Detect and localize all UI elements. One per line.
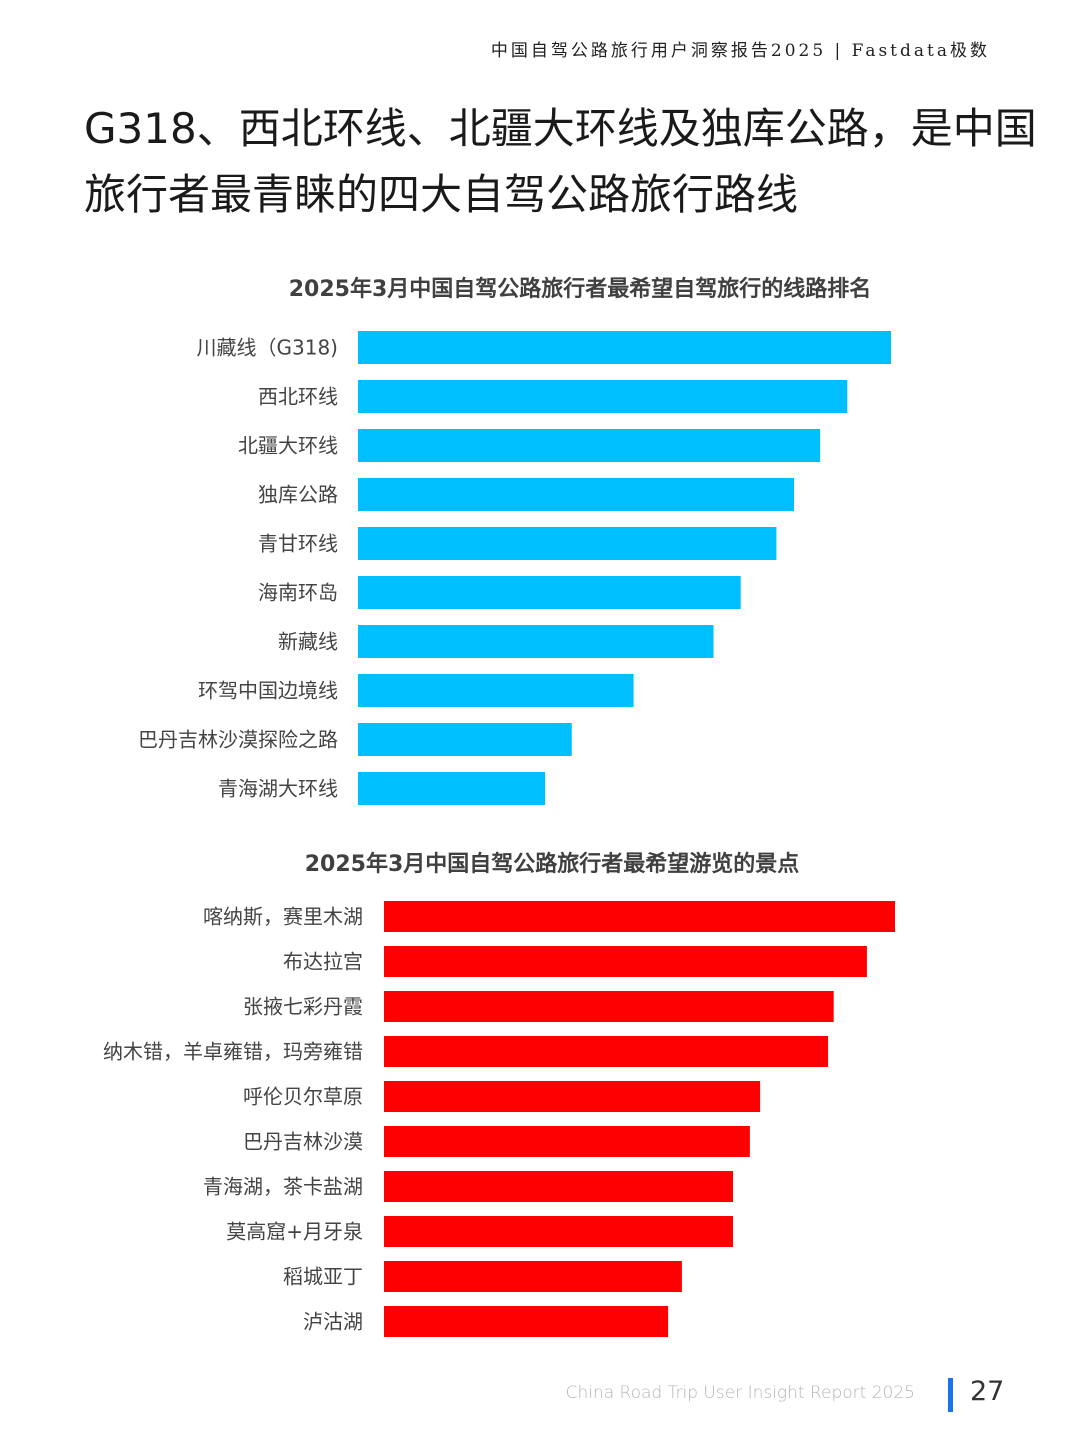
category-label-1: 川藏线（G318) — [197, 336, 338, 360]
page-heading: G318、西北环线、北疆大环线及独库公路，是中国 旅行者最青睐的四大自驾公路旅行… — [84, 96, 1037, 228]
bar-8 — [358, 674, 634, 707]
category-label-6: 海南环岛 — [258, 581, 338, 605]
bar-9 — [358, 723, 572, 756]
category-label-7: 新藏线 — [278, 630, 338, 654]
category-label-4: 纳木错，羊卓雍错，玛旁雍错 — [103, 1040, 363, 1064]
category-label-6: 巴丹吉林沙漠 — [243, 1130, 363, 1154]
category-label-10: 泸沽湖 — [303, 1310, 363, 1334]
bar-9 — [384, 1261, 682, 1292]
bar-2 — [358, 380, 848, 413]
category-label-2: 布达拉宫 — [283, 950, 363, 974]
bar-3 — [358, 429, 821, 462]
bar-1 — [384, 901, 895, 932]
page-heading-line-1: G318、西北环线、北疆大环线及独库公路，是中国 — [84, 104, 1037, 153]
category-label-7: 青海湖，茶卡盐湖 — [203, 1175, 363, 1199]
category-label-5: 青甘环线 — [258, 532, 338, 556]
category-label-9: 巴丹吉林沙漠探险之路 — [138, 728, 338, 752]
attraction-ranking-bar-chart: 喀纳斯，赛里木湖布达拉宫张掖七彩丹霞纳木错，羊卓雍错，玛旁雍错呼伦贝尔草原巴丹吉… — [103, 901, 895, 1337]
report-header-title: 中国自驾公路旅行用户洞察报告2025 | Fastdata极数 — [490, 41, 990, 61]
chart-1-title: 2025年3月中国自驾公路旅行者最希望自驾旅行的线路排名 — [288, 277, 872, 302]
category-label-4: 独库公路 — [258, 483, 338, 507]
footer-report-name: China Road Trip User Insight Report 2025 — [565, 1383, 915, 1403]
footer-accent-bar — [948, 1378, 953, 1412]
category-label-8: 莫高窟+月牙泉 — [226, 1220, 363, 1244]
page-heading-line-2: 旅行者最青睐的四大自驾公路旅行路线 — [84, 170, 799, 219]
bar-6 — [384, 1126, 750, 1157]
bar-6 — [358, 576, 741, 609]
bar-8 — [384, 1216, 734, 1247]
bar-5 — [384, 1081, 761, 1112]
bar-7 — [384, 1171, 734, 1202]
category-label-3: 张掖七彩丹霞 — [243, 995, 363, 1019]
route-ranking-bar-chart: 川藏线（G318) 西北环线北疆大环线独库公路青甘环线海南环岛新藏线环驾中国边境线… — [138, 331, 891, 805]
bar-4 — [384, 1036, 829, 1067]
category-label-1: 喀纳斯，赛里木湖 — [203, 905, 363, 929]
category-label-8: 环驾中国边境线 — [198, 679, 338, 703]
category-label-10: 青海湖大环线 — [218, 777, 338, 801]
bar-1 — [358, 331, 891, 364]
category-label-9: 稻城亚丁 — [283, 1265, 363, 1289]
category-label-3: 北疆大环线 — [238, 434, 338, 458]
chart-2-title: 2025年3月中国自驾公路旅行者最希望游览的景点 — [304, 852, 800, 877]
bar-10 — [358, 772, 546, 805]
page-number: 27 — [970, 1376, 1005, 1407]
category-label-5: 呼伦贝尔草原 — [243, 1085, 363, 1109]
bar-3 — [384, 991, 834, 1022]
bar-5 — [358, 527, 777, 560]
bar-4 — [358, 478, 794, 511]
bar-10 — [384, 1306, 669, 1337]
bar-2 — [384, 946, 867, 977]
category-label-2: 西北环线 — [258, 385, 338, 409]
bar-7 — [358, 625, 714, 658]
